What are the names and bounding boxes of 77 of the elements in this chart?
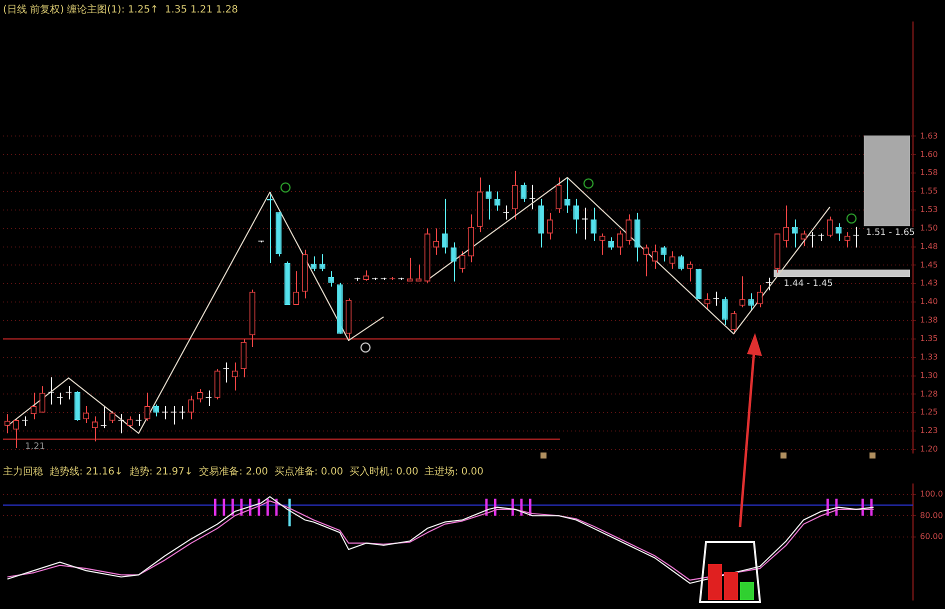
y-tick-label: 1.30 [920, 370, 938, 380]
candlestick [92, 416, 98, 442]
candlestick [616, 230, 623, 256]
y-tick-label: 1.23 [920, 426, 938, 436]
y-tick-label: 60.00 [920, 532, 943, 541]
candlestick [406, 257, 413, 282]
candlestick [730, 310, 737, 334]
candlestick [232, 362, 238, 392]
candlestick [4, 414, 10, 434]
chart-title: 主力回稳 趋势线: 21.16↓ 趋势: 21.97↓ 交易准备: 2.00 买点准备: 0.00 买入时机: 0.00 主进场: 0.00 [3, 466, 484, 478]
candlestick [756, 284, 763, 308]
candlestick [433, 228, 440, 256]
candlestick [450, 242, 457, 282]
y-tick-label: 1.58 [920, 168, 938, 178]
candlestick [722, 296, 728, 326]
candlestick [704, 292, 710, 310]
candlestick [678, 254, 684, 271]
candlestick [599, 233, 606, 256]
y-tick-label: 1.33 [920, 352, 938, 362]
y-tick-label: 1.55 [920, 186, 938, 196]
annotation: 1.21 [25, 442, 46, 452]
chart-title: (日线 前复权) 缠论主图(1): 1.25↑ 1.35 1.21 1.28 [3, 4, 238, 16]
y-tick-label: 1.28 [920, 389, 938, 398]
candlestick [30, 392, 37, 420]
candlestick [573, 198, 580, 234]
y-tick-label: 1.63 [920, 131, 938, 140]
candlestick [660, 246, 667, 262]
y-tick-label: 1.48 [920, 242, 938, 251]
band-label: 1.44 - 1.45 [784, 278, 833, 289]
y-tick-label: 100.0 [920, 490, 943, 499]
y-tick-label: 1.50 [920, 223, 938, 232]
candlestick [546, 212, 553, 240]
candlestick [459, 250, 466, 274]
candlestick [328, 270, 334, 288]
candlestick [319, 254, 326, 272]
candlestick [748, 292, 754, 312]
candlestick [792, 219, 798, 248]
candlestick [669, 250, 676, 270]
candlestick [783, 205, 790, 248]
candlestick [442, 198, 448, 254]
candlestick [293, 270, 300, 306]
y-tick-label: 1.35 [920, 334, 938, 344]
candlestick [556, 177, 562, 214]
candlestick [582, 207, 588, 240]
candlestick [153, 404, 160, 417]
candlestick [416, 264, 422, 282]
y-tick-label: 1.38 [920, 316, 938, 325]
candlestick [494, 191, 500, 212]
candlestick [844, 232, 850, 248]
y-tick-label: 1.45 [920, 260, 938, 270]
candlestick [643, 244, 650, 277]
candlestick [520, 182, 527, 202]
y-tick-label: 1.20 [920, 444, 938, 454]
candlestick [310, 256, 317, 272]
candlestick [564, 177, 570, 214]
candlestick [363, 270, 370, 282]
band-label: 1.51 - 1.65 [866, 228, 915, 238]
y-tick-label: 1.40 [920, 297, 938, 306]
candlestick [512, 170, 518, 220]
candlestick [486, 184, 492, 220]
y-tick-label: 80.00 [920, 510, 943, 520]
y-tick-label: 1.43 [920, 278, 938, 288]
candlestick [686, 261, 693, 282]
candlestick [590, 207, 597, 242]
candlestick [144, 392, 150, 422]
candlestick [836, 222, 842, 242]
candlestick [626, 214, 632, 246]
candlestick [83, 406, 90, 424]
candlestick [826, 216, 833, 238]
candlestick [739, 276, 746, 308]
y-tick-label: 1.53 [920, 205, 938, 214]
candlestick [39, 386, 46, 414]
candlestick [608, 236, 614, 250]
y-tick-label: 1.25 [920, 408, 938, 417]
candlestick [188, 395, 194, 420]
candlestick [652, 244, 658, 270]
y-tick-label: 1.60 [920, 150, 938, 159]
